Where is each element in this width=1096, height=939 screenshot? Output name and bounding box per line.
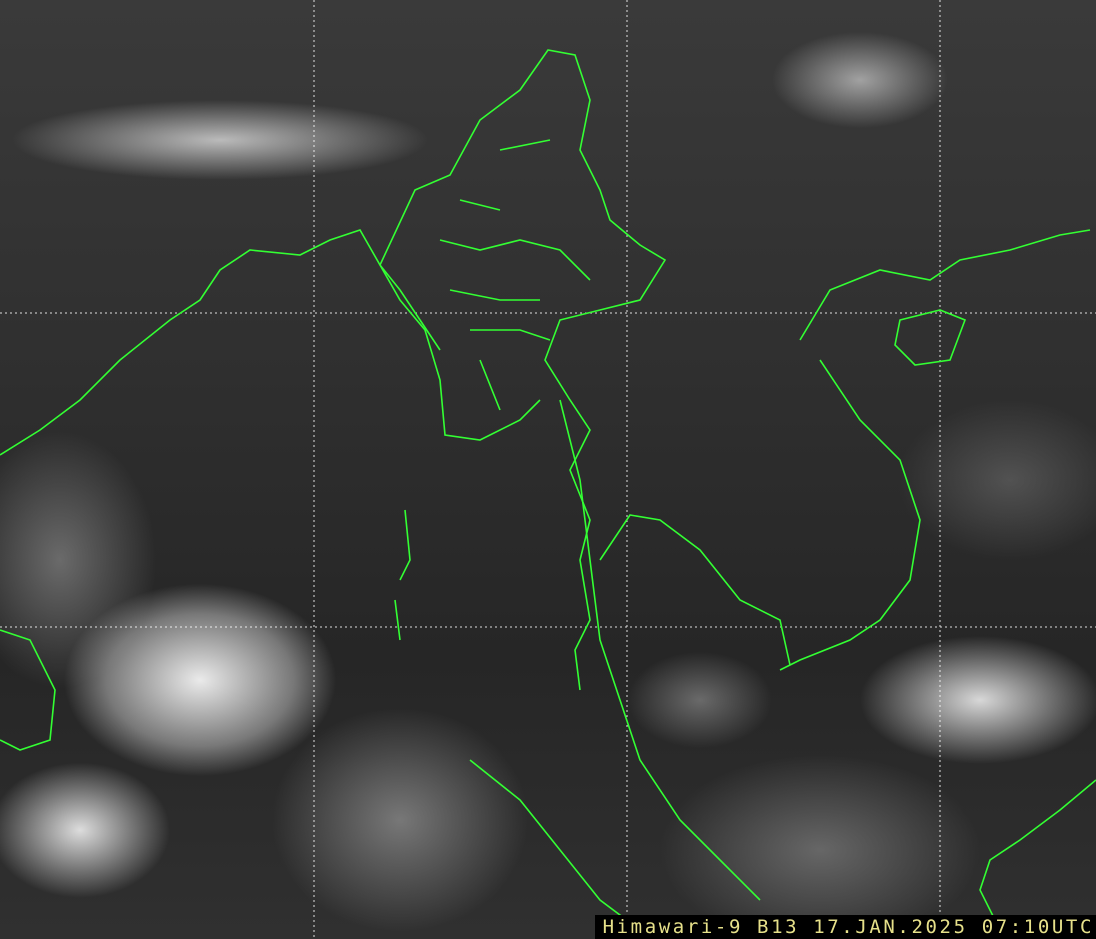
band-label: B13 — [757, 916, 800, 938]
sumatra — [469, 759, 641, 931]
date-label: 17.JAN.2025 — [813, 916, 968, 938]
satellite-name: Himawari-9 — [602, 916, 743, 938]
andaman-islands — [394, 509, 411, 641]
myanmar-border — [379, 49, 667, 691]
borneo — [979, 779, 1096, 931]
hainan — [894, 309, 967, 366]
malay-peninsula — [559, 399, 761, 901]
thailand-gulf — [599, 514, 791, 666]
sri-lanka — [0, 629, 56, 751]
india-coast — [0, 229, 441, 456]
time-label: 07:10UTC — [981, 916, 1094, 938]
myanmar-states — [439, 139, 591, 411]
vietnam-coast — [779, 229, 1091, 671]
image-caption: Himawari-9 B13 17.JAN.2025 07:10UTC — [594, 915, 1096, 939]
coastlines-borders — [0, 49, 1096, 931]
myanmar-coast — [379, 264, 541, 441]
